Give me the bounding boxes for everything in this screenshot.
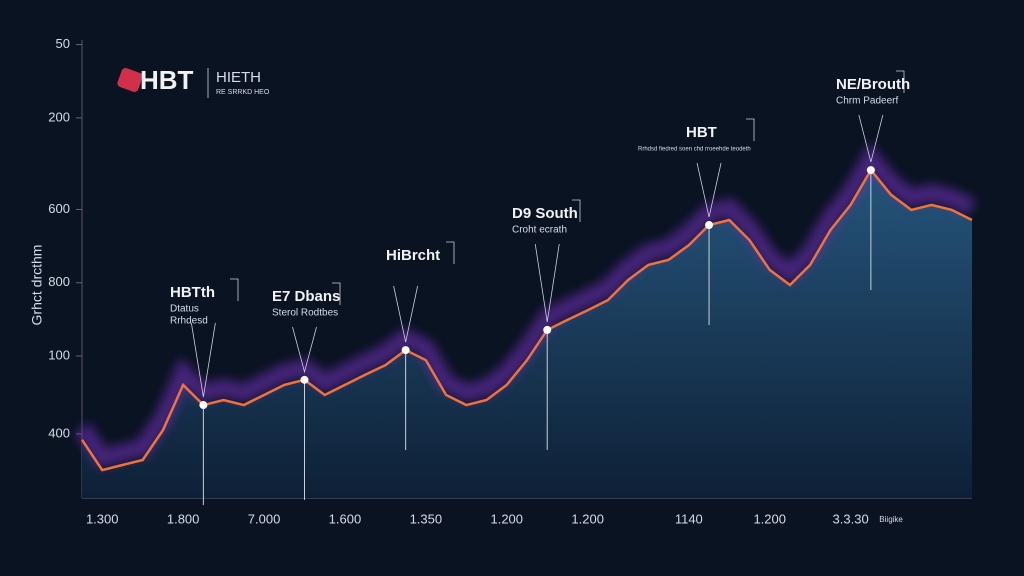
- logo-icon: [117, 67, 143, 93]
- x-tick-label: Biigike: [879, 515, 903, 524]
- y-tick-label: 200: [48, 109, 70, 124]
- annotation-bracket: [190, 322, 216, 398]
- annotation-text: Sterol Rodtbes: [272, 308, 338, 319]
- annotation-title: HBT: [686, 124, 717, 141]
- line-glow: [74, 142, 977, 469]
- annotation-title: E7 Dbans: [272, 288, 340, 305]
- annotation-frame: [572, 199, 581, 222]
- annotation-text: Rrhdesd: [170, 316, 208, 327]
- annotation-text: Dtatus: [170, 304, 199, 315]
- annotation-point: [300, 375, 309, 384]
- annotation-point: [401, 346, 410, 355]
- annotation-title: HiBrcht: [386, 247, 440, 264]
- x-tick-label: 1.350: [410, 511, 443, 526]
- annotation-frame: [230, 278, 239, 301]
- annotation-text: Chrm Padeerf: [836, 96, 898, 107]
- annotation-point: [199, 401, 208, 410]
- logo-name: HBT: [140, 65, 194, 95]
- logo-sub: RE SRRKD HEO: [216, 89, 270, 96]
- x-tick-label: 3.3.30: [833, 511, 869, 526]
- annotation-text: Rrhdsd fiedred soen chd rroeehde teodeth: [638, 147, 751, 153]
- annotation: HiBrcht: [386, 241, 455, 451]
- y-tick-label: 100: [48, 347, 70, 362]
- y-tick-label: 400: [48, 425, 70, 440]
- annotation-text: Croht ecrath: [512, 225, 567, 236]
- x-tick-label: 1.800: [167, 511, 200, 526]
- annotation-point: [543, 325, 552, 334]
- y-tick-label: 800: [48, 274, 70, 289]
- annotation-frame: [332, 282, 341, 305]
- annotation: E7 Dbans Sterol Rodtbes: [272, 282, 341, 500]
- y-axis-label: Grhct drcthm: [29, 245, 45, 326]
- annotation-title: HBTth: [170, 284, 215, 301]
- annotation-point: [705, 221, 714, 230]
- annotation-frame: [746, 118, 755, 141]
- annotation-frame: [896, 70, 905, 93]
- line: [80, 167, 973, 472]
- annotation-bracket: [292, 326, 317, 374]
- y-tick-label: 50: [56, 36, 70, 51]
- x-tick-label: 1.200: [490, 511, 523, 526]
- annotation: HBT Rrhdsd fiedred soen chd rroeehde teod…: [638, 118, 755, 326]
- x-tick-label: 1.200: [571, 511, 604, 526]
- annotation-bracket: [858, 114, 884, 163]
- y-tick-label: 600: [48, 201, 70, 216]
- annotation-point: [866, 166, 875, 175]
- annotation-frame: [446, 241, 455, 264]
- annotation-title: D9 South: [512, 205, 578, 222]
- annotation: NE/Brouth Chrm Padeerf: [836, 70, 910, 291]
- logo-tag: HIETH: [216, 69, 261, 86]
- x-tick-label: 7.000: [248, 511, 281, 526]
- annotation-bracket: [393, 285, 419, 343]
- annotation-title: NE/Brouth: [836, 76, 910, 93]
- annotation-bracket: [534, 243, 560, 322]
- annotation: D9 South Croht ecrath: [512, 199, 581, 450]
- annotation-bracket: [696, 162, 722, 218]
- logo: HBT HIETH RE SRRKD HEO: [117, 65, 270, 98]
- x-tick-label: 1.600: [329, 511, 362, 526]
- x-tick-label: 1.200: [753, 511, 786, 526]
- x-tick-label: 1.300: [86, 511, 119, 526]
- x-tick-label: 1140: [675, 511, 703, 526]
